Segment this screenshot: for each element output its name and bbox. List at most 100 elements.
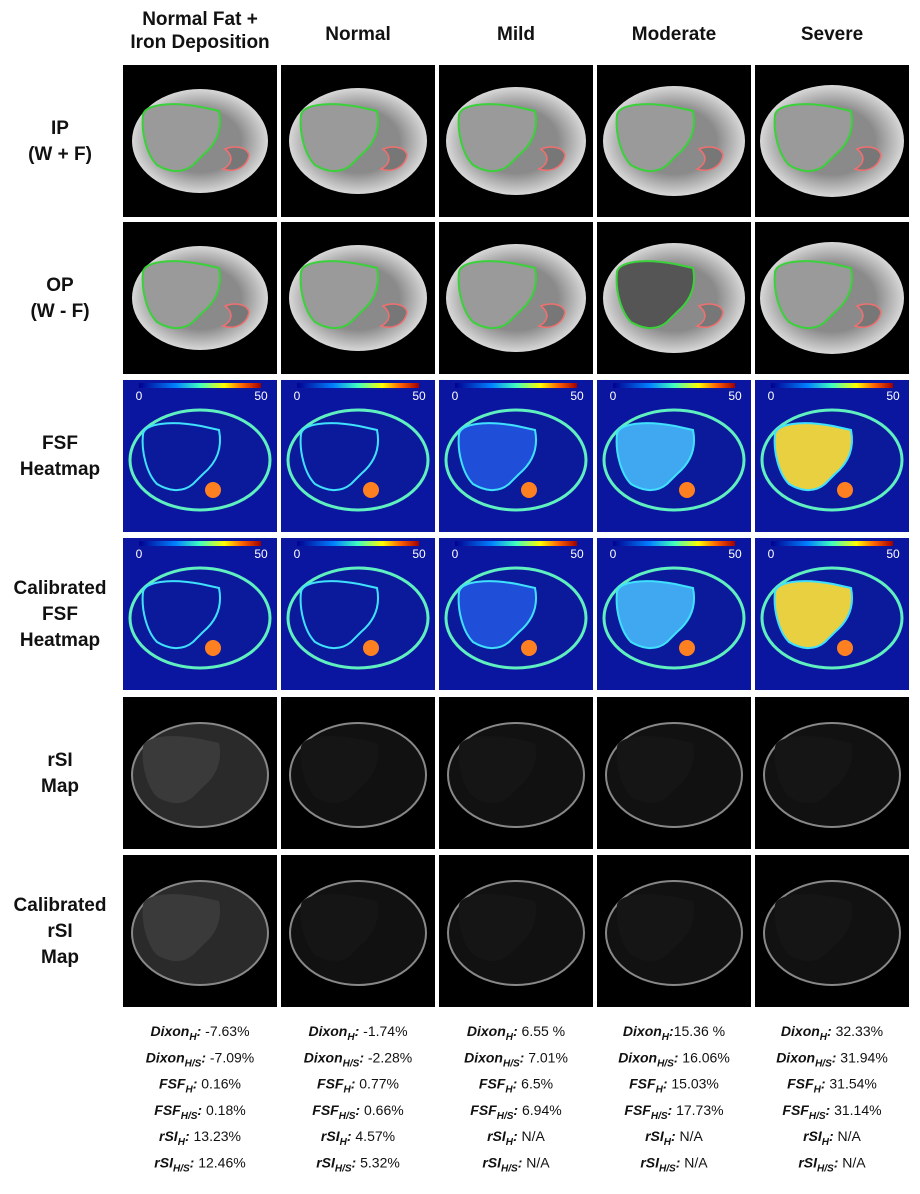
image-panel — [439, 855, 593, 1007]
liver — [142, 894, 221, 962]
separator: : — [518, 1155, 523, 1171]
stat-line: rSIH: N/A — [803, 1128, 861, 1148]
separator: : — [834, 1155, 839, 1171]
spine — [521, 482, 537, 498]
image-panel — [439, 697, 593, 849]
liver-outline — [299, 260, 379, 329]
liver — [299, 422, 379, 491]
spine — [521, 640, 537, 656]
metric-name: Dixon — [467, 1023, 506, 1039]
image-panel: 0 50 — [123, 380, 277, 532]
colorbar-min: 0 — [452, 389, 459, 403]
liver-outline — [773, 103, 853, 172]
image-panel: 0 50 — [281, 538, 435, 690]
metric-value: 17.73% — [672, 1102, 723, 1118]
spleen-outline — [537, 303, 566, 328]
image-panel — [439, 65, 593, 217]
spleen-outline — [221, 303, 250, 328]
metric-subscript: H/S — [503, 1058, 520, 1069]
separator: : — [197, 1102, 202, 1118]
stat-line: DixonH: 32.33% — [781, 1023, 883, 1043]
stat-line: FSFH/S: 6.94% — [470, 1102, 561, 1122]
row-label: Heatmap — [20, 459, 100, 480]
stat-line: FSFH: 6.5% — [479, 1076, 553, 1096]
separator: : — [513, 1102, 518, 1118]
row-label: rSI — [47, 750, 72, 771]
colorbar-min: 0 — [768, 547, 775, 561]
image-panel: 0 50 — [755, 380, 909, 532]
metric-value: 4.57% — [352, 1128, 396, 1144]
metric-subscript: H/S — [657, 1058, 674, 1069]
metric-name: rSI — [154, 1155, 174, 1171]
row-label: Calibrated — [14, 578, 107, 599]
liver — [615, 580, 695, 649]
metric-value: 13.23% — [190, 1128, 241, 1144]
row-label: (W + F) — [28, 144, 92, 165]
metric-subscript: H — [506, 1032, 514, 1043]
metric-name: FSF — [159, 1076, 186, 1092]
image-panel — [281, 65, 435, 217]
row-label: (W - F) — [30, 301, 89, 322]
image-panel: 0 50 — [597, 538, 751, 690]
metric-subscript: H — [505, 1085, 513, 1096]
metric-value: N/A — [522, 1155, 550, 1171]
stat-line: rSIH: N/A — [645, 1128, 703, 1148]
spine — [205, 482, 221, 498]
separator: : — [355, 1023, 360, 1039]
metric-name: Dixon — [150, 1023, 189, 1039]
image-panel: 0 50 — [123, 538, 277, 690]
separator: : — [668, 1102, 673, 1118]
metric-value: 7.01% — [524, 1049, 568, 1065]
image-panel — [755, 65, 909, 217]
spine — [837, 482, 853, 498]
spine — [363, 640, 379, 656]
metric-value: N/A — [680, 1155, 708, 1171]
colorbar-min: 0 — [452, 547, 459, 561]
metric-name: rSI — [798, 1155, 818, 1171]
stat-line: FSFH/S: 0.18% — [154, 1102, 245, 1122]
row-label: Map — [41, 776, 79, 797]
liver — [615, 422, 695, 491]
separator: : — [185, 1128, 190, 1144]
stat-line: DixonH/S: 16.06% — [618, 1049, 730, 1069]
metric-subscript: H/S — [815, 1058, 832, 1069]
separator: : — [671, 1128, 676, 1144]
metric-value: N/A — [834, 1128, 862, 1144]
spleen-outline — [853, 146, 882, 171]
separator: : — [663, 1076, 668, 1092]
stat-line: rSIH: N/A — [487, 1128, 545, 1148]
separator: : — [827, 1023, 832, 1039]
liver-outline — [773, 260, 853, 329]
column-header: Severe — [801, 24, 863, 45]
metric-value: 0.77% — [355, 1076, 399, 1092]
image-panel: 0 50 — [439, 538, 593, 690]
liver — [141, 580, 221, 649]
liver-outline — [457, 260, 537, 329]
stat-line: FSFH/S: 0.66% — [312, 1102, 403, 1122]
metric-value: 12.46% — [194, 1155, 245, 1171]
metric-name: Dixon — [146, 1049, 185, 1065]
liver — [773, 580, 853, 649]
colorbar-min: 0 — [294, 547, 301, 561]
metric-value: 32.33% — [832, 1023, 883, 1039]
liver — [457, 580, 537, 649]
spine — [205, 640, 221, 656]
liver — [142, 736, 221, 804]
separator: : — [669, 1023, 674, 1039]
metric-subscript: H — [189, 1032, 197, 1043]
liver — [616, 736, 695, 804]
metric-name: rSI — [487, 1128, 507, 1144]
metric-name: Dixon — [304, 1049, 343, 1065]
metric-value: 5.32% — [356, 1155, 400, 1171]
stat-line: FSFH/S: 17.73% — [624, 1102, 723, 1122]
liver — [774, 736, 853, 804]
metric-subscript: H/S — [497, 1111, 514, 1122]
metric-name: Dixon — [776, 1049, 815, 1065]
metric-value: 0.18% — [202, 1102, 246, 1118]
stat-line: rSIH/S: 5.32% — [316, 1155, 400, 1175]
image-panel — [439, 222, 593, 374]
metric-subscript: H — [343, 1085, 351, 1096]
stat-line: DixonH:15.36 % — [623, 1023, 725, 1043]
spine — [679, 482, 695, 498]
